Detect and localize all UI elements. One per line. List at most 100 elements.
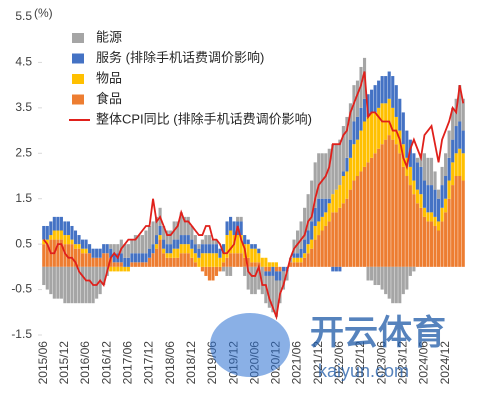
bar-segment <box>151 244 155 254</box>
bar-segment <box>155 248 159 267</box>
legend-swatch <box>72 94 84 105</box>
bar-segment <box>246 266 250 290</box>
bar-segment <box>324 225 328 267</box>
legend-swatch <box>72 74 84 84</box>
bar-segment <box>183 253 187 267</box>
bar-segment <box>437 221 441 231</box>
bar-segment <box>126 266 130 272</box>
bar-segment <box>45 266 49 290</box>
bar-segment <box>264 271 268 276</box>
bar-segment <box>116 244 120 254</box>
bar-segment <box>320 153 324 199</box>
bar-segment <box>341 171 345 176</box>
bar-segment <box>310 180 314 222</box>
bar-segment <box>306 244 310 254</box>
bar-segment <box>59 239 63 267</box>
bar-segment <box>338 207 342 267</box>
bar-segment <box>80 239 85 249</box>
x-tick-label: 2015/12 <box>57 341 71 385</box>
legend-label: 整体CPI同比 (排除手机话费调价影响) <box>96 111 312 126</box>
bar-segment <box>162 239 166 249</box>
bar-segment <box>257 266 261 290</box>
bar-segment <box>204 253 208 267</box>
y-tick-label: 0.5 <box>15 236 32 250</box>
bar-segment <box>109 257 113 267</box>
bar-segment <box>278 266 282 272</box>
bar-segment <box>454 176 458 267</box>
bar-segment <box>320 216 324 231</box>
bar-segment <box>183 244 187 254</box>
bar-segment <box>116 262 120 267</box>
bar-segment <box>429 157 434 186</box>
bar-segment <box>422 216 427 267</box>
bar-segment <box>218 257 222 267</box>
bar-segment <box>345 157 349 172</box>
bar-segment <box>63 266 67 304</box>
bar-segment <box>461 153 465 181</box>
bar-segment <box>429 185 434 213</box>
bar-segment <box>257 248 261 254</box>
bar-segment <box>88 266 92 304</box>
bar-segment <box>204 235 208 245</box>
bar-segment <box>151 253 155 267</box>
bar-segment <box>197 257 201 267</box>
bar-segment <box>331 266 335 272</box>
bar-segment <box>193 244 197 254</box>
bar-segment <box>394 144 398 267</box>
bar-segment <box>373 85 377 113</box>
y-tick-label: -1.5 <box>11 327 32 341</box>
bar-segment <box>176 221 180 240</box>
bar-segment <box>45 225 49 240</box>
bar-segment <box>207 235 211 245</box>
bar-segment <box>172 239 176 249</box>
bar-segment <box>236 253 240 267</box>
bar-segment <box>355 176 360 267</box>
bar-segment <box>401 112 405 145</box>
bar-segment <box>225 221 229 236</box>
bar-segment <box>77 244 81 249</box>
bar-segment <box>186 253 190 267</box>
bar-segment <box>440 221 444 267</box>
bar-segment <box>179 244 183 254</box>
bar-segment <box>56 230 60 240</box>
bar-segment <box>70 266 74 304</box>
bar-segment <box>169 253 173 258</box>
bar-segment <box>292 257 296 263</box>
bar-segment <box>91 248 95 258</box>
bar-segment <box>366 266 370 281</box>
bar-segment <box>98 248 102 258</box>
legend-swatch <box>72 33 84 43</box>
bar-segment <box>415 157 419 163</box>
bar-segment <box>119 266 123 272</box>
x-tick-label: 2015/06 <box>36 341 50 385</box>
x-tick-label: 2021/12 <box>311 341 325 385</box>
bar-segment <box>239 253 243 267</box>
bar-segment <box>419 166 423 195</box>
bar-segment <box>334 144 338 190</box>
bar-segment <box>190 257 194 267</box>
bar-segment <box>355 116 360 140</box>
bar-segment <box>158 225 162 236</box>
bar-segment <box>204 266 208 276</box>
bar-segment <box>303 257 307 267</box>
bar-segment <box>426 157 430 186</box>
bar-segment <box>366 116 370 163</box>
bar-segment <box>348 189 352 267</box>
bar-segment <box>274 266 278 272</box>
bar-segment <box>422 180 427 208</box>
bar-segment <box>225 266 229 276</box>
bar-segment <box>95 266 99 299</box>
bar-segment <box>137 262 141 267</box>
bar-segment <box>341 126 345 172</box>
bar-segment <box>370 89 374 113</box>
bar-segment <box>451 107 455 140</box>
bar-segment <box>303 253 307 258</box>
bar-segment <box>285 271 289 281</box>
bar-segment <box>165 230 169 245</box>
bar-segment <box>250 244 254 249</box>
bar-segment <box>313 225 317 240</box>
bar-segment <box>158 239 162 267</box>
x-tick-label: 2024/12 <box>438 341 452 385</box>
bar-segment <box>204 244 208 254</box>
